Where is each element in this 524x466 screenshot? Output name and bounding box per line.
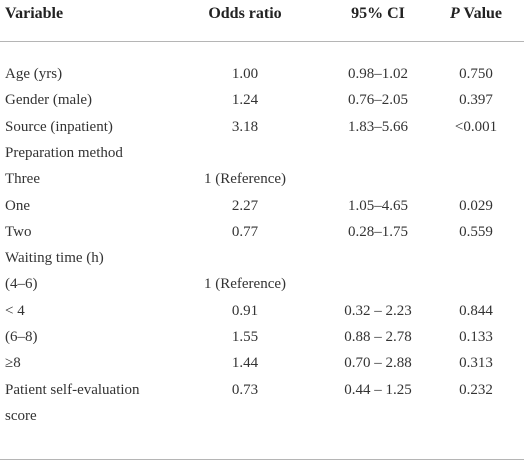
variable-cell: Patient self-evaluation xyxy=(5,381,140,398)
header-rule xyxy=(0,41,524,42)
variable-cell: Source (inpatient) xyxy=(5,118,113,135)
odds-cell: 2.27 xyxy=(231,197,259,214)
p-cell: 0.313 xyxy=(459,355,493,372)
variable-cell: Waiting time (h) xyxy=(5,250,104,267)
ci-cell: 1.83–5.66 xyxy=(348,118,408,135)
ci-cell: 0.76–2.05 xyxy=(348,92,408,109)
header-italic: P xyxy=(449,5,460,22)
p-cell: 0.232 xyxy=(459,381,493,398)
ci-cell: 0.28–1.75 xyxy=(348,223,408,240)
odds-cell: 1.44 xyxy=(231,355,259,372)
ci-cell: 0.88 – 2.78 xyxy=(344,329,412,345)
p-cell: <0.001 xyxy=(454,118,498,135)
odds-cell: 0.91 xyxy=(231,302,259,319)
variable-cell: < 4 xyxy=(5,302,25,319)
variable-cell: score xyxy=(5,407,37,424)
variable-cell: Gender (male) xyxy=(5,92,93,109)
ci-cell: 0.70 – 2.88 xyxy=(344,355,412,372)
odds-cell: 1.00 xyxy=(231,66,259,82)
ci-cell: 0.44 – 1.25 xyxy=(344,381,412,398)
p-cell: 0.133 xyxy=(459,329,493,345)
odds-cell: 1 (Reference) xyxy=(203,276,287,293)
p-cell: 0.397 xyxy=(459,92,493,109)
odds-cell: 1.24 xyxy=(231,92,259,109)
p-cell: 0.750 xyxy=(459,66,493,82)
p-cell: 0.559 xyxy=(459,223,493,240)
odds-cell: 3.18 xyxy=(231,118,259,135)
variable-cell: Two xyxy=(5,223,32,240)
ci-cell: 1.05–4.65 xyxy=(348,197,408,214)
variable-cell: Age (yrs) xyxy=(5,66,63,82)
header-cell: P Value xyxy=(450,5,502,23)
variable-cell: (6–8) xyxy=(5,329,38,345)
variable-cell: Three xyxy=(5,171,40,188)
variable-cell: (4–6) xyxy=(5,276,38,293)
variable-cell: Preparation method xyxy=(5,144,123,161)
odds-cell: 0.73 xyxy=(231,381,259,398)
p-cell: 0.844 xyxy=(459,302,493,319)
ci-cell: 0.32 – 2.23 xyxy=(344,302,412,319)
header-cell: Odds ratio xyxy=(208,5,282,22)
bottom-rule xyxy=(0,459,524,460)
p-cell: 0.029 xyxy=(459,197,493,214)
header-text: Value xyxy=(463,5,503,22)
ci-cell: 0.98–1.02 xyxy=(348,66,408,82)
odds-cell: 1 (Reference) xyxy=(203,171,287,188)
header-cell: Variable xyxy=(5,5,64,22)
variable-cell: ≥8 xyxy=(5,355,21,372)
odds-cell: 0.77 xyxy=(231,223,259,240)
odds-cell: 1.55 xyxy=(231,329,259,345)
variable-cell: One xyxy=(5,197,30,214)
header-cell: 95% CI xyxy=(351,5,405,22)
